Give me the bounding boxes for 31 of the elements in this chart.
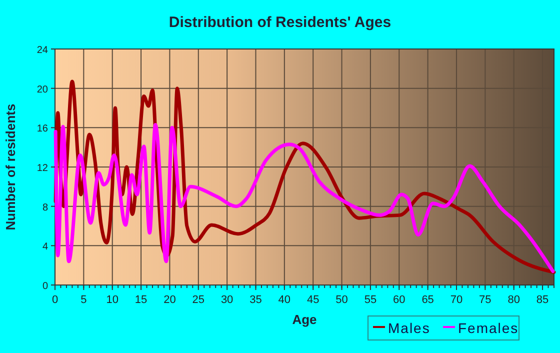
y-tick-label: 4: [42, 242, 48, 253]
y-tick-label: 8: [42, 202, 48, 214]
x-tick-label: 50: [336, 294, 348, 306]
y-tick-label: 24: [36, 45, 48, 56]
y-tick-label: 16: [36, 124, 48, 135]
x-tick-label: 15: [134, 294, 148, 306]
x-tick-label: 70: [450, 294, 463, 306]
x-tick-label: 80: [508, 294, 520, 306]
y-tick-label: 20: [36, 84, 48, 96]
x-tick-label: 45: [306, 294, 320, 306]
x-tick-label: 0: [52, 294, 58, 306]
x-tick-label: 40: [278, 294, 291, 306]
x-tick-label: 85: [536, 294, 549, 306]
x-tick-label: 35: [250, 294, 262, 306]
x-tick-label: 5: [80, 294, 87, 306]
legend-label: Females: [458, 320, 519, 336]
y-axis-title: Number of residents: [3, 104, 18, 230]
x-tick-label: 60: [393, 294, 406, 306]
x-tick-label: 10: [106, 294, 118, 306]
x-tick-label: 25: [192, 294, 205, 306]
x-tick-label: 55: [364, 294, 377, 306]
x-tick-label: 75: [479, 294, 492, 306]
legend-label: Males: [388, 320, 430, 336]
x-tick-label: 65: [422, 294, 434, 306]
chart-title: Distribution of Residents' Ages: [168, 14, 392, 31]
x-axis-title: Age: [292, 312, 317, 327]
x-tick-label: 30: [220, 294, 234, 306]
x-tick-label: 20: [164, 294, 176, 306]
line-series: [54, 122, 555, 273]
y-tick-label: 0: [42, 281, 48, 292]
y-tick-label: 12: [36, 163, 48, 174]
